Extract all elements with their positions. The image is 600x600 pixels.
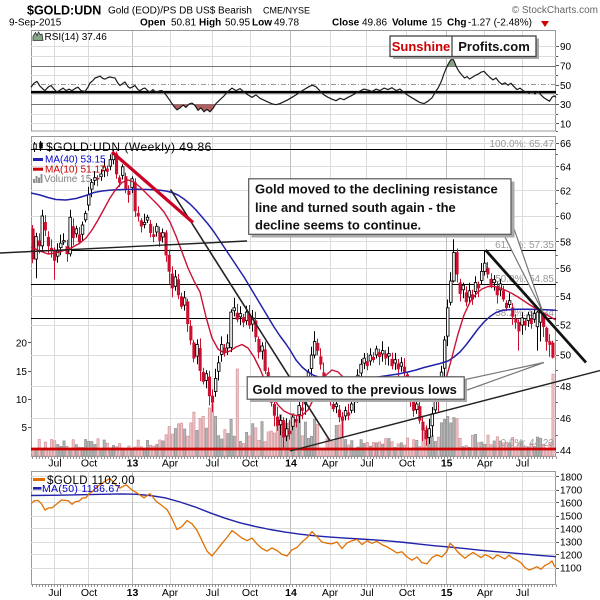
svg-text:$GOLD 1102.00: $GOLD 1102.00	[47, 475, 135, 487]
svg-text:Volume 15: Volume 15	[44, 174, 92, 185]
svg-text:15: 15	[441, 587, 453, 599]
svg-text:Apr: Apr	[477, 458, 494, 470]
svg-text:1800: 1800	[560, 473, 583, 484]
svg-text:58: 58	[560, 237, 572, 248]
svg-text:Oct: Oct	[81, 458, 97, 470]
svg-text:54: 54	[560, 292, 572, 303]
svg-text:49.86: 49.86	[362, 18, 387, 29]
svg-text:15: 15	[431, 18, 443, 29]
svg-text:10: 10	[16, 395, 28, 406]
svg-text:Sunshine: Sunshine	[392, 39, 451, 54]
svg-text:50.81: 50.81	[171, 18, 196, 29]
svg-text:Open: Open	[140, 18, 166, 29]
svg-text:Oct: Oct	[81, 587, 97, 599]
svg-text:1200: 1200	[560, 551, 583, 562]
svg-text:38.2%: 52.34: 38.2%: 52.34	[495, 308, 554, 319]
svg-text:MA(10) 51.17: MA(10) 51.17	[45, 164, 106, 175]
svg-text:Gold (EOD)/PS DB US$ Bearish: Gold (EOD)/PS DB US$ Bearish	[108, 6, 252, 17]
svg-text:50: 50	[560, 81, 572, 92]
svg-text:52: 52	[560, 321, 572, 332]
svg-text:MA(40) 53.15: MA(40) 53.15	[45, 155, 106, 166]
svg-text:48: 48	[560, 382, 572, 393]
svg-text:13: 13	[127, 587, 139, 599]
svg-text:line and turned south again -: line and turned south again - the	[255, 200, 456, 215]
svg-text:56: 56	[560, 264, 572, 275]
svg-text:Jul: Jul	[360, 458, 373, 470]
svg-text:Jul: Jul	[516, 587, 529, 599]
svg-text:10: 10	[560, 119, 572, 130]
svg-text:90: 90	[560, 42, 572, 53]
svg-text:1600: 1600	[560, 499, 583, 510]
svg-text:Oct: Oct	[399, 587, 415, 599]
svg-text:50.0%: 54.85: 50.0%: 54.85	[495, 274, 554, 285]
svg-text:Apr: Apr	[162, 587, 179, 599]
svg-text:61.8%: 57.35: 61.8%: 57.35	[495, 240, 554, 251]
svg-text:30: 30	[560, 100, 572, 111]
svg-text:$GOLD:UDN (Weekly) 49.86: $GOLD:UDN (Weekly) 49.86	[46, 140, 212, 154]
svg-text:20: 20	[16, 339, 28, 350]
svg-text:Apr: Apr	[322, 587, 339, 599]
svg-text:14: 14	[285, 458, 297, 470]
svg-text:Apr: Apr	[322, 458, 339, 470]
svg-text:1500: 1500	[560, 512, 583, 523]
svg-text:MA(50) 1186.67: MA(50) 1186.67	[42, 483, 121, 495]
svg-text:Gold moved to the previous low: Gold moved to the previous lows	[253, 382, 457, 397]
svg-text:100.0%: 65.47: 100.0%: 65.47	[490, 139, 555, 150]
svg-text:Apr: Apr	[477, 587, 494, 599]
svg-text:-1.27 (-2.48%): -1.27 (-2.48%)	[468, 18, 532, 29]
svg-text:RSI(14) 37.46: RSI(14) 37.46	[45, 32, 108, 43]
svg-text:Gold moved to the declining re: Gold moved to the declining resistance	[255, 182, 498, 197]
svg-text:9-Sep-2015: 9-Sep-2015	[9, 18, 62, 29]
svg-text:CME/NYSE: CME/NYSE	[263, 6, 310, 16]
svg-text:50.95: 50.95	[225, 18, 250, 29]
svg-text:44: 44	[560, 446, 572, 457]
svg-text:15: 15	[16, 367, 28, 378]
svg-text:Jul: Jul	[48, 458, 61, 470]
svg-text:Oct: Oct	[242, 458, 258, 470]
svg-text:46: 46	[560, 414, 572, 425]
svg-text:Jul: Jul	[206, 587, 219, 599]
svg-text:Volume: Volume	[392, 18, 428, 29]
svg-text:5: 5	[21, 423, 27, 434]
svg-text:High: High	[199, 18, 221, 29]
svg-text:0.0%: 44.23: 0.0%: 44.23	[501, 438, 555, 449]
svg-text:1400: 1400	[560, 525, 583, 536]
svg-text:Jul: Jul	[206, 458, 219, 470]
svg-text:64: 64	[560, 162, 572, 173]
svg-text:© StockCharts.com: © StockCharts.com	[512, 5, 598, 16]
svg-text:1700: 1700	[560, 486, 583, 497]
svg-text:15: 15	[441, 458, 453, 470]
svg-text:Jul: Jul	[516, 458, 529, 470]
svg-text:$GOLD:UDN: $GOLD:UDN	[27, 4, 101, 18]
svg-text:Apr: Apr	[162, 458, 179, 470]
svg-text:Low: Low	[252, 18, 272, 29]
svg-text:decline seems to continue.: decline seems to continue.	[255, 218, 421, 233]
svg-text:1100: 1100	[560, 564, 582, 575]
svg-text:62: 62	[560, 187, 572, 198]
svg-text:14: 14	[285, 587, 297, 599]
svg-text:Close: Close	[332, 18, 360, 29]
svg-text:70: 70	[560, 62, 572, 73]
svg-text:Oct: Oct	[399, 458, 415, 470]
svg-text:60: 60	[560, 212, 572, 223]
svg-text:13: 13	[127, 458, 139, 470]
svg-text:Jul: Jul	[360, 587, 373, 599]
svg-text:66: 66	[560, 139, 572, 150]
svg-text:Jul: Jul	[48, 587, 61, 599]
svg-text:1300: 1300	[560, 538, 583, 549]
svg-text:49.78: 49.78	[274, 18, 299, 29]
svg-text:Profits.com: Profits.com	[458, 39, 530, 54]
svg-text:Oct: Oct	[242, 587, 258, 599]
svg-text:50: 50	[560, 351, 572, 362]
svg-text:Chg: Chg	[447, 18, 466, 29]
